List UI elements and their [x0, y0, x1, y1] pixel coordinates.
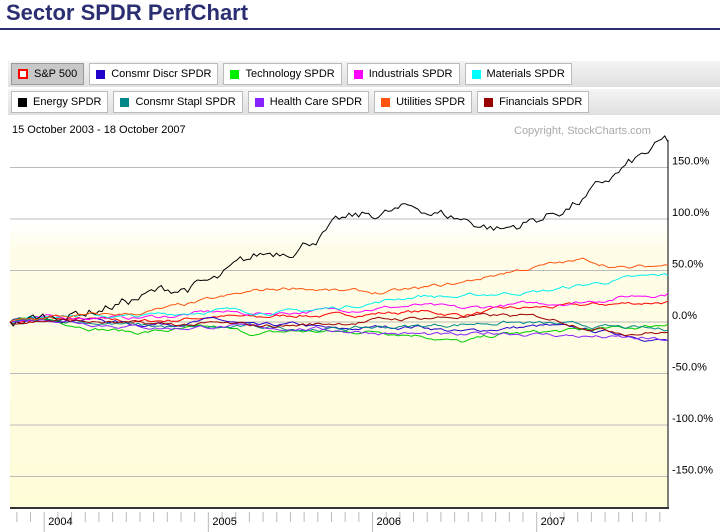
tab-industrials-spdr[interactable]: Industrials SPDR [346, 63, 460, 85]
series-line-utilities-spdr [9, 257, 669, 323]
page-title: Sector SPDR PerfChart [6, 0, 249, 25]
tab-label: Health Care SPDR [269, 96, 363, 108]
plot-area [10, 140, 668, 508]
color-swatch-icon [120, 97, 130, 107]
tab-consmr-discr-spdr[interactable]: Consmr Discr SPDR [89, 63, 219, 85]
tab-materials-spdr[interactable]: Materials SPDR [464, 63, 572, 85]
series-line-financials-spdr [9, 312, 669, 337]
color-swatch-icon [484, 97, 494, 107]
tab-row-1: S&P 500 Consmr Discr SPDR Technology SPDR I… [8, 61, 720, 87]
color-swatch-icon [230, 69, 240, 79]
series-line-consmr-stapl-spdr [10, 317, 669, 333]
tab-technology-spdr[interactable]: Technology SPDR [223, 63, 342, 85]
series-line-industrials-spdr [9, 292, 669, 323]
series-line-energy-spdr [9, 135, 669, 327]
title-divider [0, 28, 720, 30]
series-line-materials-spdr [9, 273, 669, 325]
color-swatch-icon [18, 97, 27, 107]
color-swatch-icon [254, 97, 264, 107]
color-swatch-icon [18, 69, 28, 79]
x-tick-label: 2004 [48, 516, 72, 528]
y-tick-label: 50.0% [672, 259, 703, 271]
y-tick-label: -50.0% [672, 362, 707, 374]
color-swatch-icon [353, 69, 363, 79]
tab-label: Energy SPDR [33, 96, 102, 108]
color-swatch-icon [471, 69, 481, 79]
tab-label: Industrials SPDR [368, 68, 453, 80]
tab-utilities-spdr[interactable]: Utilities SPDR [374, 91, 473, 113]
y-tick-label: -100.0% [672, 413, 713, 425]
tab-label: Financials SPDR [499, 96, 583, 108]
color-swatch-icon [381, 97, 391, 107]
tab-health-care-spdr[interactable]: Health Care SPDR [247, 91, 370, 113]
y-tick-label: 100.0% [672, 207, 710, 219]
series-line-technology-spdr [9, 317, 669, 343]
x-tick-label: 2005 [212, 516, 236, 528]
color-swatch-icon [96, 69, 106, 79]
y-tick-label: 0.0% [672, 310, 697, 322]
tab-label: Technology SPDR [245, 68, 335, 80]
date-range: 15 October 2003 - 18 October 2007 [12, 124, 186, 136]
tab-s-p-500[interactable]: S&P 500 [11, 63, 85, 85]
tab-label: S&P 500 [34, 68, 78, 80]
tab-row-2: Energy SPDR Consmr Stapl SPDR Health Care … [8, 89, 720, 115]
tab-label: Consmr Discr SPDR [111, 68, 212, 80]
tab-label: Consmr Stapl SPDR [135, 96, 236, 108]
y-tick-label: -150.0% [672, 465, 713, 477]
x-tick-label: 2007 [541, 516, 565, 528]
copyright: Copyright, StockCharts.com [514, 125, 651, 137]
x-tick-label: 2006 [377, 516, 401, 528]
tab-financials-spdr[interactable]: Financials SPDR [477, 91, 590, 113]
tab-label: Utilities SPDR [396, 96, 466, 108]
series-line-health-care-spdr [9, 319, 669, 341]
tab-label: Materials SPDR [486, 68, 565, 80]
y-tick-label: 150.0% [672, 156, 710, 168]
tab-consmr-stapl-spdr[interactable]: Consmr Stapl SPDR [113, 91, 243, 113]
tab-energy-spdr[interactable]: Energy SPDR [11, 91, 109, 113]
